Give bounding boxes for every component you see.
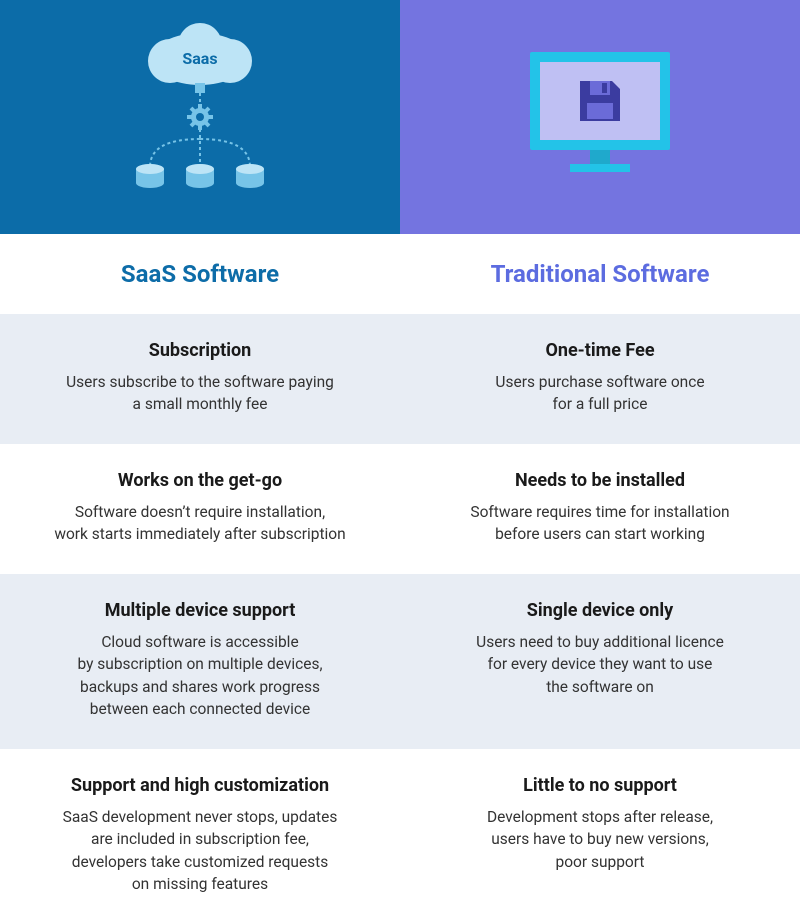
saas-cloud-diagram-icon: Saas: [70, 17, 330, 217]
item-description: Software requires time for installation …: [430, 501, 770, 546]
compare-row: Works on the get-go Software doesn’t requ…: [0, 444, 800, 574]
item-description: Software doesn’t require installation, w…: [30, 501, 370, 546]
traditional-header-cell: [400, 0, 800, 234]
cloud-label: Saas: [182, 49, 217, 68]
compare-cell-right: One-time Fee Users purchase software once…: [400, 314, 800, 444]
item-description: Cloud software is accessible by subscrip…: [30, 631, 370, 721]
compare-row: Multiple device support Cloud software is…: [0, 574, 800, 749]
item-title: Works on the get-go: [30, 470, 370, 491]
compare-cell-left: Subscription Users subscribe to the softw…: [0, 314, 400, 444]
desktop-floppy-icon: [500, 32, 700, 202]
header-row: Saas: [0, 0, 800, 234]
item-description: Users subscribe to the software paying a…: [30, 371, 370, 416]
item-title: Single device only: [430, 600, 770, 621]
titles-row: SaaS Software Traditional Software: [0, 234, 800, 314]
compare-row: Support and high customization SaaS devel…: [0, 749, 800, 924]
comparison-body: Subscription Users subscribe to the softw…: [0, 314, 800, 924]
item-description: Development stops after release, users h…: [430, 806, 770, 873]
item-description: Users need to buy additional licence for…: [430, 631, 770, 698]
item-title: One-time Fee: [430, 340, 770, 361]
compare-cell-left: Multiple device support Cloud software is…: [0, 574, 400, 749]
traditional-column-title: Traditional Software: [400, 260, 800, 288]
item-title: Little to no support: [430, 775, 770, 796]
compare-cell-left: Support and high customization SaaS devel…: [0, 749, 400, 924]
saas-header-cell: Saas: [0, 0, 400, 234]
item-title: Subscription: [30, 340, 370, 361]
item-title: Needs to be installed: [430, 470, 770, 491]
item-description: Users purchase software once for a full …: [430, 371, 770, 416]
compare-row: Subscription Users subscribe to the softw…: [0, 314, 800, 444]
item-title: Support and high customization: [30, 775, 370, 796]
saas-column-title: SaaS Software: [0, 260, 400, 288]
item-title: Multiple device support: [30, 600, 370, 621]
compare-cell-right: Needs to be installed Software requires t…: [400, 444, 800, 574]
compare-cell-right: Single device only Users need to buy addi…: [400, 574, 800, 749]
compare-cell-right: Little to no support Development stops af…: [400, 749, 800, 924]
item-description: SaaS development never stops, updates ar…: [30, 806, 370, 896]
compare-cell-left: Works on the get-go Software doesn’t requ…: [0, 444, 400, 574]
